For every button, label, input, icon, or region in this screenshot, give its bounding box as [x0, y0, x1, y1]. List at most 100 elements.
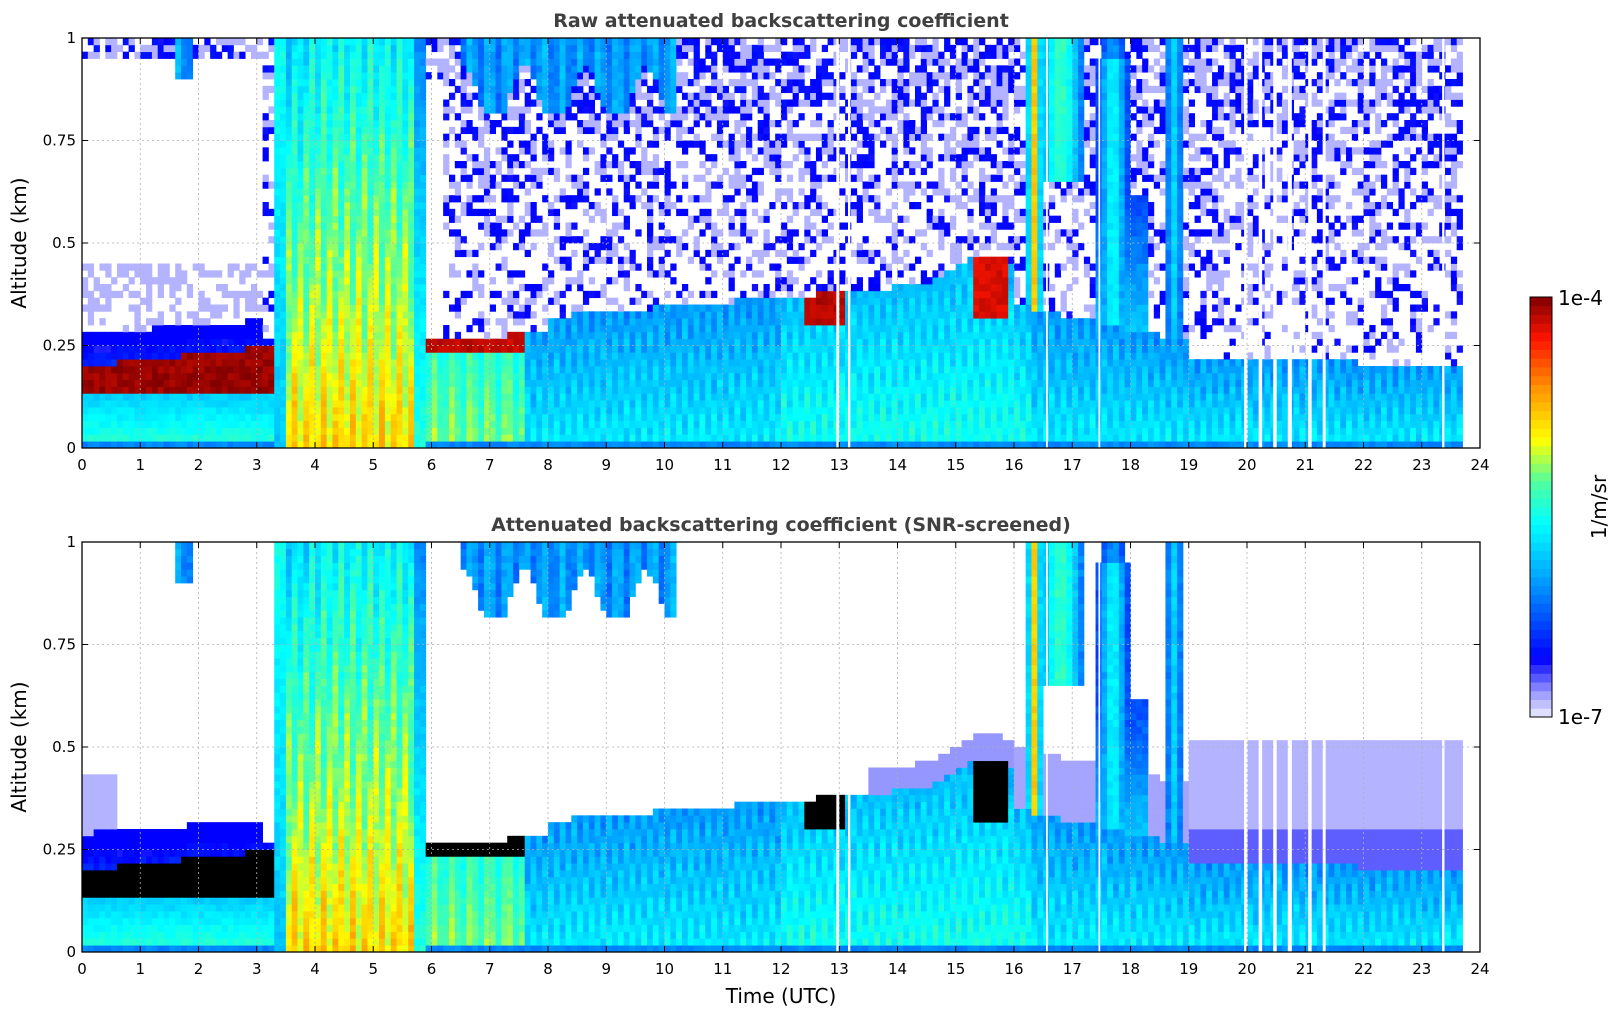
heatmap-cell — [606, 133, 613, 141]
heatmap-cell — [390, 243, 397, 251]
heatmap-cell — [577, 236, 584, 244]
heatmap-cell — [192, 44, 199, 53]
heatmap-cell — [384, 181, 392, 189]
heatmap-cell — [297, 270, 304, 278]
heatmap-cell — [379, 420, 386, 428]
heatmap-cell — [518, 229, 526, 237]
heatmap-cell — [757, 133, 764, 141]
heatmap-cell — [146, 359, 153, 367]
heatmap-cell — [536, 79, 543, 87]
heatmap-cell — [448, 359, 456, 367]
heatmap-cell — [548, 359, 555, 367]
heatmap-cell — [606, 58, 613, 66]
heatmap-cell — [751, 325, 759, 333]
heatmap-cell — [379, 236, 386, 244]
heatmap-cell — [361, 51, 368, 59]
heatmap-cell — [233, 290, 240, 299]
heatmap-cell — [786, 311, 794, 319]
heatmap-cell — [594, 126, 601, 135]
heatmap-cell — [612, 359, 619, 367]
heatmap-cell — [320, 290, 328, 299]
heatmap-cell — [588, 215, 596, 223]
heatmap-cell — [361, 311, 368, 319]
heatmap-cell — [384, 413, 392, 422]
heatmap-cell — [629, 420, 636, 428]
heatmap-cell — [676, 393, 683, 401]
heatmap-cell — [122, 338, 130, 346]
heatmap-cell — [408, 420, 415, 428]
heatmap-cell — [734, 58, 741, 66]
heatmap-cell — [379, 413, 386, 422]
heatmap-cell — [355, 79, 363, 87]
heatmap-cell — [577, 304, 584, 312]
heatmap-cell — [402, 413, 409, 422]
heatmap-cell — [594, 243, 601, 251]
heatmap-cell — [676, 133, 683, 141]
heatmap-cell — [641, 434, 648, 442]
heatmap-cell — [728, 65, 735, 73]
heatmap-cell — [297, 379, 304, 387]
heatmap-cell — [425, 379, 432, 387]
heatmap-cell — [338, 325, 345, 333]
heatmap-cell — [297, 386, 304, 394]
heatmap-cell — [722, 345, 729, 353]
heatmap-cell — [151, 366, 159, 374]
heatmap-cell — [769, 154, 776, 162]
heatmap-cell — [245, 407, 252, 415]
heatmap-cell — [309, 420, 316, 428]
heatmap-cell — [757, 126, 764, 135]
heatmap-cell — [786, 161, 794, 169]
heatmap-cell — [402, 208, 409, 217]
heatmap-cell — [146, 263, 153, 271]
heatmap-cell — [676, 72, 683, 80]
heatmap-cell — [210, 441, 217, 448]
heatmap-cell — [379, 140, 386, 148]
heatmap-cell — [414, 352, 421, 360]
heatmap-cell — [757, 386, 764, 394]
heatmap-cell — [518, 38, 526, 46]
heatmap-cell — [478, 85, 485, 94]
heatmap-cell — [303, 434, 310, 442]
heatmap-cell — [542, 434, 549, 442]
heatmap-cell — [763, 352, 770, 360]
heatmap-cell — [384, 99, 392, 107]
heatmap-cell — [111, 441, 118, 448]
heatmap-cell — [542, 51, 549, 59]
heatmap-cell — [536, 393, 543, 401]
heatmap-cell — [332, 325, 339, 333]
heatmap-cell — [338, 249, 345, 258]
heatmap-cell — [693, 372, 700, 381]
heatmap-cell — [256, 270, 263, 278]
heatmap-cell — [571, 51, 578, 59]
heatmap-cell — [781, 106, 788, 114]
heatmap-cell — [454, 407, 462, 415]
heatmap-cell — [431, 366, 438, 374]
heatmap-cell — [676, 420, 683, 428]
heatmap-cell — [408, 331, 415, 340]
heatmap-cell — [373, 106, 380, 114]
heatmap-cell — [437, 434, 444, 442]
heatmap-cell — [705, 38, 712, 46]
heatmap-cell — [571, 181, 578, 189]
heatmap-cell — [594, 113, 601, 121]
heatmap-cell — [303, 72, 310, 80]
heatmap-cell — [571, 427, 578, 435]
heatmap-cell — [670, 420, 677, 428]
heatmap-cell — [349, 270, 357, 278]
heatmap-cell — [419, 167, 427, 176]
heatmap-cell — [705, 386, 712, 394]
heatmap-cell — [454, 386, 462, 394]
heatmap-cell — [507, 85, 514, 94]
heatmap-cell — [402, 263, 409, 271]
heatmap-cell — [122, 284, 130, 292]
heatmap-cell — [349, 236, 357, 244]
heatmap-cell — [501, 366, 508, 374]
heatmap-cell — [507, 345, 514, 353]
heatmap-cell — [501, 413, 508, 422]
heatmap-cell — [367, 126, 374, 135]
heatmap-cell — [128, 372, 135, 381]
heatmap-cell — [582, 51, 590, 59]
heatmap-cell — [355, 297, 363, 305]
heatmap-cell — [221, 434, 229, 442]
heatmap-cell — [542, 133, 549, 141]
